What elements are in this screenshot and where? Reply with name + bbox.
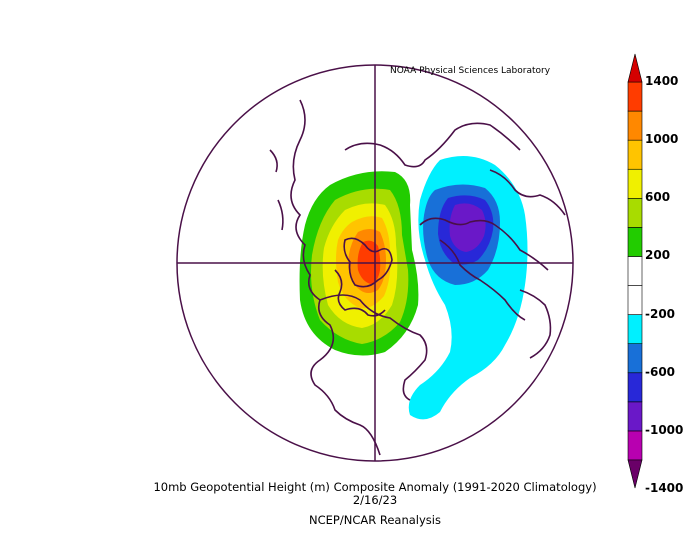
anomaly-field bbox=[299, 156, 528, 420]
colorbar-segment bbox=[627, 110, 643, 141]
colorbar-segment bbox=[627, 139, 643, 170]
colorbar-segment bbox=[627, 430, 643, 461]
negative-anomaly-800 bbox=[449, 203, 486, 252]
colorbar-label: -200 bbox=[645, 306, 676, 321]
colorbar-label: 600 bbox=[645, 190, 671, 205]
colorbar-segment bbox=[627, 285, 643, 315]
colorbar-segment bbox=[627, 81, 643, 112]
colorbar-label: 200 bbox=[645, 248, 671, 263]
map-title: 10mb Geopotential Height (m) Composite A… bbox=[153, 480, 597, 494]
map-date: 2/16/23 bbox=[352, 493, 398, 507]
colorbar-label: 1400 bbox=[645, 74, 679, 88]
coastlines bbox=[269, 99, 566, 456]
colorbar-segment bbox=[627, 343, 643, 374]
colorbar-segment bbox=[627, 372, 643, 403]
colorbar-segment bbox=[627, 227, 643, 257]
colorbar-segment bbox=[627, 314, 643, 344]
credit-text: NOAA Physical Sciences Laboratory bbox=[390, 66, 551, 76]
colorbar-top-arrow bbox=[627, 53, 643, 83]
colorbar-label: -1400 bbox=[645, 481, 684, 496]
colorbar-segment bbox=[627, 256, 643, 286]
colorbar bbox=[627, 53, 643, 489]
colorbar-label: -600 bbox=[645, 364, 676, 379]
colorbar-segment bbox=[627, 168, 643, 199]
colorbar-label: -1000 bbox=[645, 422, 684, 437]
colorbar-bottom-arrow bbox=[627, 459, 643, 489]
colorbar-label: 1000 bbox=[645, 132, 679, 147]
colorbar-segment bbox=[627, 198, 643, 228]
data-source: NCEP/NCAR Reanalysis bbox=[309, 513, 441, 527]
colorbar-segment bbox=[627, 401, 643, 432]
